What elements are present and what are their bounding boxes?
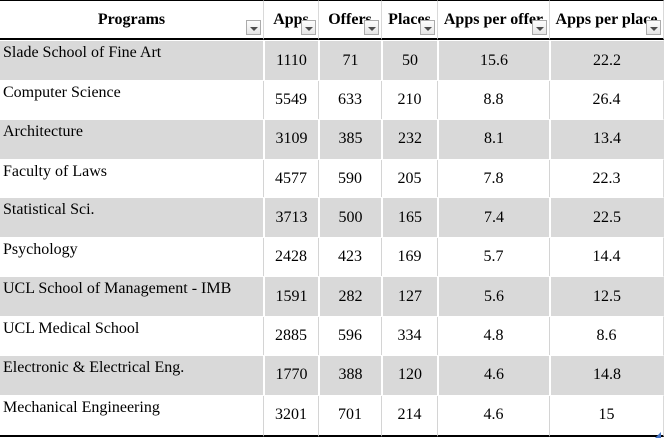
apps-per-place-cell[interactable]: 22.2 — [549, 40, 664, 82]
apps-per-offer-cell[interactable]: 4.6 — [437, 395, 549, 437]
chevron-down-icon — [367, 26, 376, 31]
chevron-down-icon — [649, 26, 658, 31]
table-resize-handle[interactable] — [655, 432, 661, 438]
table-row: UCL Medical School 2885 596 334 4.8 8.6 — [0, 317, 664, 355]
apps-cell[interactable]: 3713 — [263, 197, 318, 239]
apps-per-offer-cell[interactable]: 7.8 — [437, 159, 549, 198]
table-row: Architecture 3109 385 232 8.1 13.4 — [0, 118, 664, 160]
apps-per-place-cell[interactable]: 12.5 — [549, 276, 664, 318]
chevron-down-icon — [423, 26, 432, 31]
table-row: Computer Science 5549 633 210 8.8 26.4 — [0, 81, 664, 119]
apps-cell[interactable]: 4577 — [263, 159, 318, 198]
places-cell[interactable]: 210 — [381, 81, 437, 119]
places-cell[interactable]: 169 — [381, 238, 437, 277]
offers-cell[interactable]: 71 — [318, 40, 381, 82]
offers-cell[interactable]: 596 — [318, 317, 381, 355]
offers-cell[interactable]: 701 — [318, 395, 381, 437]
column-header-programs[interactable]: Programs — [0, 0, 263, 40]
offers-cell[interactable]: 500 — [318, 197, 381, 239]
apps-per-place-cell[interactable]: 14.4 — [549, 238, 664, 277]
program-cell[interactable]: Computer Science — [0, 81, 263, 119]
filter-dropdown-button-apps-per-offer[interactable] — [532, 20, 547, 35]
table-row: Mechanical Engineering 3201 701 214 4.6 … — [0, 395, 664, 437]
column-header-apps-per-place[interactable]: Apps per place — [549, 0, 664, 40]
places-cell[interactable]: 214 — [381, 395, 437, 437]
apps-per-offer-cell[interactable]: 7.4 — [437, 197, 549, 239]
table-row: UCL School of Management - IMB 1591 282 … — [0, 276, 664, 318]
places-cell[interactable]: 334 — [381, 317, 437, 355]
column-header-label: Apps per place — [555, 10, 658, 28]
offers-cell[interactable]: 633 — [318, 81, 381, 119]
filter-dropdown-button-apps[interactable] — [301, 20, 316, 35]
apps-cell[interactable]: 1770 — [263, 354, 318, 396]
apps-per-offer-cell[interactable]: 8.1 — [437, 118, 549, 160]
program-cell[interactable]: Faculty of Laws — [0, 159, 263, 198]
column-header-label: Apps per offer — [443, 10, 544, 28]
program-cell[interactable]: Slade School of Fine Art — [0, 40, 263, 82]
column-header-offers[interactable]: Offers — [318, 0, 381, 40]
program-cell[interactable]: Statistical Sci. — [0, 197, 263, 239]
table-row: Electronic & Electrical Eng. 1770 388 12… — [0, 354, 664, 396]
program-cell[interactable]: UCL Medical School — [0, 317, 263, 355]
apps-per-offer-cell[interactable]: 15.6 — [437, 40, 549, 82]
table-row: Psychology 2428 423 169 5.7 14.4 — [0, 238, 664, 277]
filter-dropdown-button-apps-per-place[interactable] — [646, 20, 661, 35]
apps-per-offer-cell[interactable]: 4.8 — [437, 317, 549, 355]
offers-cell[interactable]: 385 — [318, 118, 381, 160]
places-cell[interactable]: 120 — [381, 354, 437, 396]
apps-per-place-cell[interactable]: 22.5 — [549, 197, 664, 239]
column-header-label: Offers — [328, 10, 372, 28]
offers-cell[interactable]: 282 — [318, 276, 381, 318]
apps-cell[interactable]: 1591 — [263, 276, 318, 318]
offers-cell[interactable]: 590 — [318, 159, 381, 198]
apps-per-offer-cell[interactable]: 5.6 — [437, 276, 549, 318]
table-body: Slade School of Fine Art 1110 71 50 15.6… — [0, 40, 664, 437]
apps-per-offer-cell[interactable]: 4.6 — [437, 354, 549, 396]
apps-per-place-cell[interactable]: 22.3 — [549, 159, 664, 198]
chevron-down-icon — [249, 26, 258, 31]
filter-dropdown-button-offers[interactable] — [364, 20, 379, 35]
program-cell[interactable]: UCL School of Management - IMB — [0, 276, 263, 318]
apps-cell[interactable]: 3201 — [263, 395, 318, 437]
apps-per-place-cell[interactable]: 14.8 — [549, 354, 664, 396]
apps-per-offer-cell[interactable]: 5.7 — [437, 238, 549, 277]
column-header-label: Apps — [273, 10, 309, 28]
places-cell[interactable]: 232 — [381, 118, 437, 160]
apps-per-offer-cell[interactable]: 8.8 — [437, 81, 549, 119]
offers-cell[interactable]: 423 — [318, 238, 381, 277]
program-cell[interactable]: Psychology — [0, 238, 263, 277]
program-cell[interactable]: Mechanical Engineering — [0, 395, 263, 437]
apps-cell[interactable]: 5549 — [263, 81, 318, 119]
places-cell[interactable]: 205 — [381, 159, 437, 198]
table-row: Slade School of Fine Art 1110 71 50 15.6… — [0, 40, 664, 82]
column-header-label: Programs — [97, 10, 166, 28]
chevron-down-icon — [535, 26, 544, 31]
header-row: Programs Apps Offers Places Apps per off… — [0, 0, 664, 40]
column-header-apps-per-offer[interactable]: Apps per offer — [437, 0, 549, 40]
table-header: Programs Apps Offers Places Apps per off… — [0, 0, 664, 40]
apps-cell[interactable]: 2885 — [263, 317, 318, 355]
apps-cell[interactable]: 1110 — [263, 40, 318, 82]
column-header-apps[interactable]: Apps — [263, 0, 318, 40]
column-header-places[interactable]: Places — [381, 0, 437, 40]
program-cell[interactable]: Architecture — [0, 118, 263, 160]
apps-per-place-cell[interactable]: 26.4 — [549, 81, 664, 119]
apps-per-place-cell[interactable]: 8.6 — [549, 317, 664, 355]
offers-cell[interactable]: 388 — [318, 354, 381, 396]
apps-cell[interactable]: 2428 — [263, 238, 318, 277]
apps-per-place-cell[interactable]: 15 — [549, 395, 664, 437]
program-cell[interactable]: Electronic & Electrical Eng. — [0, 354, 263, 396]
apps-per-place-cell[interactable]: 13.4 — [549, 118, 664, 160]
apps-cell[interactable]: 3109 — [263, 118, 318, 160]
table-row: Statistical Sci. 3713 500 165 7.4 22.5 — [0, 197, 664, 239]
table-row: Faculty of Laws 4577 590 205 7.8 22.3 — [0, 159, 664, 198]
filter-dropdown-button-programs[interactable] — [246, 20, 261, 35]
places-cell[interactable]: 50 — [381, 40, 437, 82]
chevron-down-icon — [304, 26, 313, 31]
places-cell[interactable]: 165 — [381, 197, 437, 239]
places-cell[interactable]: 127 — [381, 276, 437, 318]
filter-dropdown-button-places[interactable] — [420, 20, 435, 35]
